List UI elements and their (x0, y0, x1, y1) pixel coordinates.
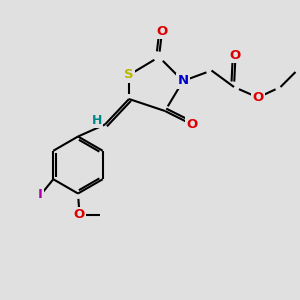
Text: H: H (92, 113, 102, 127)
Text: I: I (38, 188, 43, 202)
Text: O: O (186, 118, 198, 131)
Text: O: O (156, 25, 168, 38)
Text: O: O (230, 49, 241, 62)
Text: N: N (177, 74, 189, 88)
Text: S: S (124, 68, 134, 82)
Text: O: O (74, 208, 85, 221)
Text: O: O (252, 91, 264, 104)
